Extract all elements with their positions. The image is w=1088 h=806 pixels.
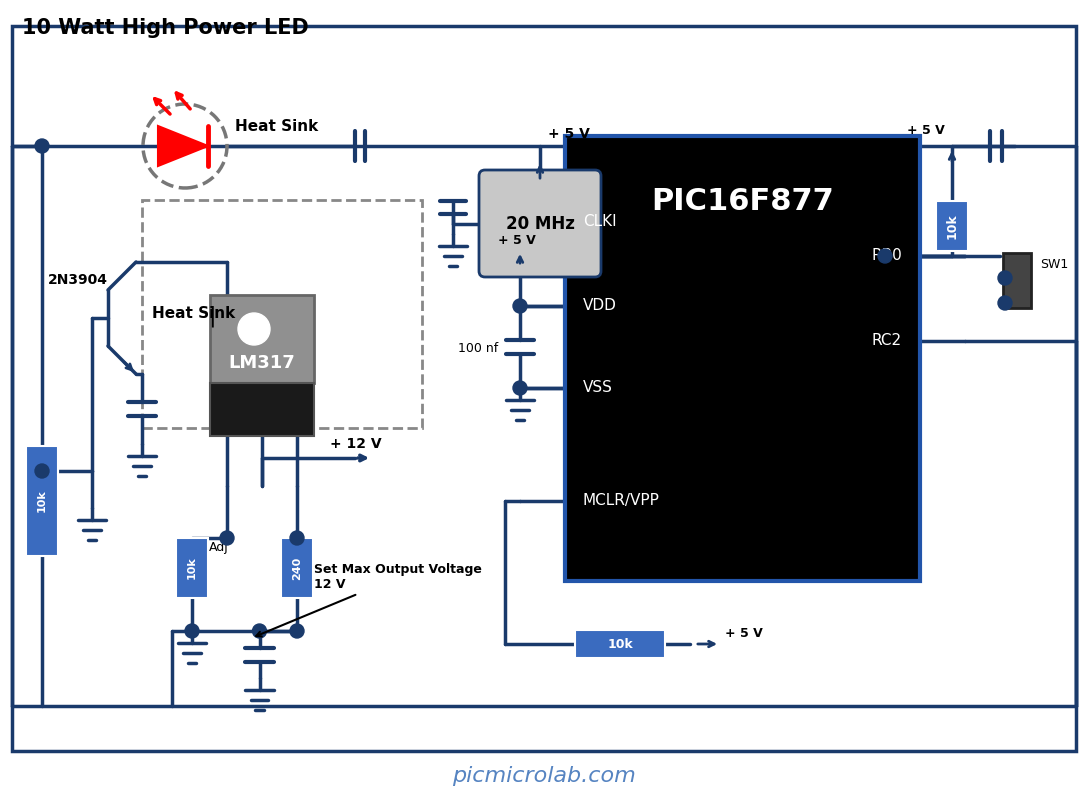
Text: + 5 V: + 5 V [725, 627, 763, 640]
Text: RC2: RC2 [871, 334, 902, 348]
Circle shape [290, 531, 304, 545]
Circle shape [220, 531, 234, 545]
Bar [26, 446, 58, 556]
Bar [12, 26, 1076, 751]
Text: VSS: VSS [583, 380, 613, 396]
Circle shape [878, 249, 892, 263]
FancyBboxPatch shape [479, 170, 601, 277]
Text: 2N3904: 2N3904 [48, 273, 108, 287]
Text: 10k: 10k [945, 213, 959, 239]
Circle shape [185, 624, 199, 638]
Text: 10k: 10k [37, 489, 47, 513]
Text: 20 MHz: 20 MHz [506, 214, 574, 232]
Text: SW1: SW1 [1040, 258, 1068, 271]
Bar [936, 201, 968, 251]
Text: Heat Sink: Heat Sink [152, 306, 235, 321]
Text: MCLR/VPP: MCLR/VPP [583, 493, 660, 509]
Bar [143, 200, 422, 428]
Text: + 5 V: + 5 V [907, 124, 944, 137]
Text: + 5 V: + 5 V [548, 127, 590, 141]
Bar [176, 538, 208, 598]
Text: VDD: VDD [583, 298, 617, 314]
Bar [574, 630, 665, 658]
Text: + 12 V: + 12 V [330, 437, 382, 451]
Circle shape [290, 624, 304, 638]
Text: 240: 240 [292, 556, 302, 580]
Bar [565, 136, 920, 581]
Text: picmicrolab.com: picmicrolab.com [453, 766, 635, 786]
Text: Adj: Adj [209, 541, 228, 554]
Bar [210, 295, 314, 383]
Text: 10 Watt High Power LED: 10 Watt High Power LED [22, 18, 309, 38]
Bar [281, 538, 313, 598]
Bar [1003, 253, 1031, 308]
Text: Set Max Output Voltage
12 V: Set Max Output Voltage 12 V [256, 563, 482, 637]
Polygon shape [158, 126, 208, 166]
Text: PIC16F877: PIC16F877 [651, 186, 833, 215]
Text: + 5 V: + 5 V [498, 234, 535, 247]
Text: |: | [208, 305, 215, 326]
Text: Heat Sink: Heat Sink [235, 119, 319, 134]
Circle shape [238, 313, 270, 345]
Text: LM317: LM317 [228, 354, 295, 372]
Text: RB0: RB0 [871, 248, 902, 264]
Circle shape [35, 464, 49, 478]
Bar [210, 383, 314, 436]
Circle shape [514, 299, 527, 313]
Circle shape [998, 271, 1012, 285]
Circle shape [252, 624, 267, 638]
Text: 10k: 10k [607, 638, 633, 650]
Text: 10k: 10k [187, 557, 197, 580]
Circle shape [35, 139, 49, 153]
Text: 100 nf: 100 nf [458, 342, 498, 355]
Text: CLKI: CLKI [583, 214, 617, 228]
Circle shape [998, 296, 1012, 310]
Circle shape [514, 381, 527, 395]
